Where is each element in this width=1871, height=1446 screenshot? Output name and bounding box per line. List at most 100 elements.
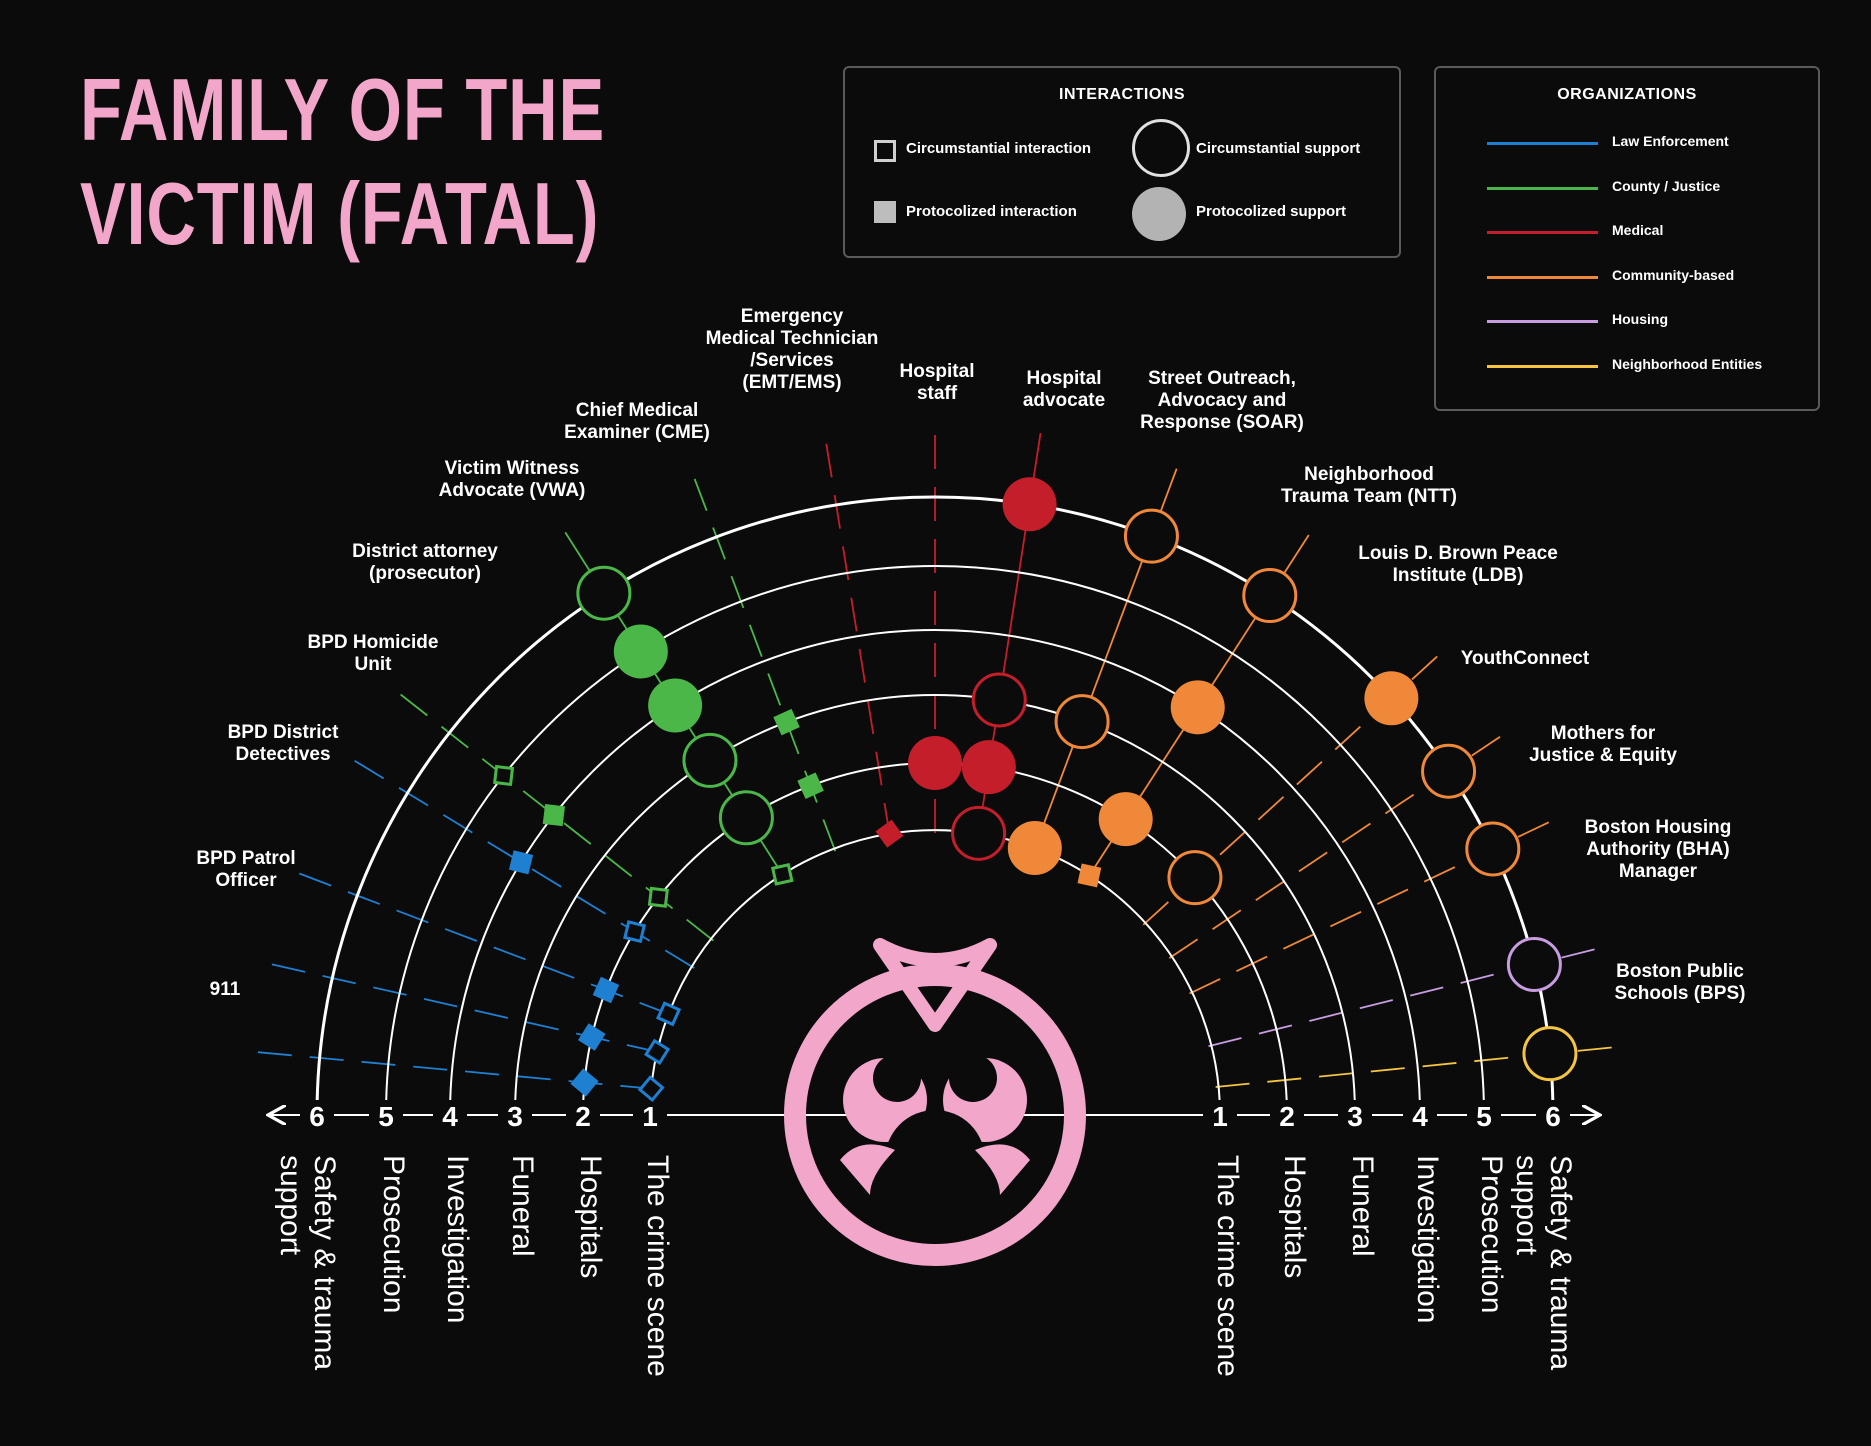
mark-10-stage-1	[1007, 821, 1062, 876]
stage-label-1: The crime scene	[641, 1155, 674, 1377]
svg-text:Louis D. Brown Peace: Louis D. Brown Peace	[1358, 543, 1558, 564]
mark-0-stage-1	[637, 1075, 665, 1103]
stage-label-6: Safety & trauma	[1544, 1155, 1577, 1370]
mark-5-stage-1	[770, 863, 794, 886]
svg-text:Neighborhood: Neighborhood	[1304, 464, 1434, 485]
svg-text:staff: staff	[917, 383, 958, 404]
circumstantial-interaction-label: Circumstantial interaction	[906, 140, 1092, 157]
stage-label-1: The crime scene	[1211, 1155, 1244, 1377]
actor-label-13: YouthConnect	[1461, 648, 1590, 669]
organizations-legend-heading: ORGANIZATIONS	[1557, 86, 1697, 103]
svg-text:Response (SOAR): Response (SOAR)	[1140, 412, 1304, 433]
organizations-legend: ORGANIZATIONS Law Enforcement County / Ju…	[1434, 66, 1820, 411]
stage-label-6: Safety & trauma	[308, 1155, 341, 1370]
svg-text:(EMT/EMS): (EMT/EMS)	[742, 372, 841, 393]
interactions-legend-heading: INTERACTIONS	[1059, 86, 1185, 103]
circumstantial-support-icon	[1132, 119, 1190, 177]
stage-label-4: Investigation	[441, 1155, 474, 1323]
stage-number-1: 1	[1212, 1101, 1228, 1132]
mark-4-stage-2	[647, 886, 669, 908]
svg-text:Chief Medical: Chief Medical	[576, 400, 698, 421]
mark-5-stage-3	[682, 732, 738, 788]
svg-text:Manager: Manager	[1619, 861, 1698, 882]
legend-label-5: Neighborhood Entities	[1612, 356, 1763, 372]
mark-4-stage-5	[493, 764, 515, 787]
svg-text:Mothers for: Mothers for	[1551, 723, 1656, 744]
stage-number-6: 6	[309, 1101, 325, 1132]
mark-12-stage-6	[1364, 671, 1419, 726]
mark-5-stage-6	[576, 565, 632, 621]
svg-text:Justice & Equity: Justice & Equity	[1529, 745, 1677, 766]
svg-text:BPD District: BPD District	[228, 722, 340, 743]
mark-5-stage-5	[613, 624, 668, 679]
stage-number-3: 3	[507, 1101, 523, 1132]
svg-text:Hospital: Hospital	[900, 361, 975, 382]
interactions-legend: INTERACTIONS Circumstantial interaction …	[843, 66, 1401, 258]
legend-line-2	[1487, 231, 1598, 235]
stage-arc-4	[449, 629, 1421, 1116]
mark-4-stage-4	[542, 803, 565, 827]
svg-text:Hospital: Hospital	[1027, 368, 1102, 389]
svg-text:(prosecutor): (prosecutor)	[369, 563, 481, 584]
svg-text:Unit: Unit	[355, 654, 393, 675]
legend-line-3	[1487, 275, 1598, 279]
legend-line-4	[1487, 320, 1598, 324]
title-line-2: VICTIM (FATAL)	[80, 164, 600, 263]
svg-text:Victim Witness: Victim Witness	[445, 458, 580, 479]
mark-3-stage-4	[508, 850, 534, 875]
mark-11-stage-6	[1242, 568, 1298, 624]
legend-label-4: Housing	[1612, 311, 1668, 328]
protocolized-support-label: Protocolized support	[1196, 203, 1346, 220]
stage-label-2: Hospitals	[1278, 1155, 1311, 1278]
mark-11-stage-2	[1098, 792, 1153, 847]
circumstantial-support-label: Circumstantial support	[1196, 140, 1361, 157]
mark-15-stage-6	[1506, 936, 1562, 992]
stage-label-5: Prosecution	[1475, 1155, 1508, 1313]
svg-text:BPD Homicide: BPD Homicide	[308, 632, 439, 653]
stage-arc-1	[649, 829, 1221, 1116]
stage-label-3: Funeral	[506, 1155, 539, 1257]
legend-label-2: Medical	[1612, 222, 1664, 239]
stage-number-2: 2	[1279, 1101, 1295, 1132]
stage-label-2: Hospitals	[574, 1155, 607, 1278]
mark-9-stage-1	[951, 805, 1007, 861]
protocolized-interaction-label: Protocolized interaction	[906, 203, 1077, 220]
stage-label-6: support	[274, 1155, 307, 1256]
mark-13-stage-6	[1421, 743, 1477, 799]
mark-11-stage-1	[1077, 863, 1102, 888]
svg-text:Medical Technician: Medical Technician	[706, 328, 879, 349]
protocolized-interaction-icon	[874, 201, 896, 223]
stage-number-2: 2	[575, 1101, 591, 1132]
mark-7-stage-1	[875, 819, 904, 848]
mark-9-stage-3	[971, 672, 1027, 728]
title-line-1: FAMILY OF THE	[80, 60, 606, 159]
legend-line-1	[1487, 186, 1598, 190]
svg-text:BPD Patrol: BPD Patrol	[196, 848, 295, 869]
mark-10-stage-3	[1054, 694, 1110, 750]
stage-label-5: Prosecution	[377, 1155, 410, 1313]
mark-10-stage-6	[1123, 508, 1179, 564]
legend-label-1: County / Justice	[1612, 177, 1721, 194]
mark-5-stage-2	[718, 790, 774, 846]
mark-9-stage-2	[961, 740, 1016, 795]
mark-6-stage-2	[797, 772, 824, 799]
svg-text:YouthConnect: YouthConnect	[1461, 648, 1590, 669]
stage-arc-6	[315, 495, 1555, 1116]
mark-0-stage-2	[570, 1068, 599, 1097]
mark-16-stage-6	[1522, 1026, 1578, 1082]
svg-text:Schools (BPS): Schools (BPS)	[1615, 983, 1746, 1004]
circumstantial-interaction-icon	[874, 140, 896, 162]
stage-label-3: Funeral	[1346, 1155, 1379, 1257]
svg-text:Advocacy and: Advocacy and	[1158, 390, 1287, 411]
mark-14-stage-6	[1465, 821, 1521, 877]
stage-number-1: 1	[642, 1101, 658, 1132]
